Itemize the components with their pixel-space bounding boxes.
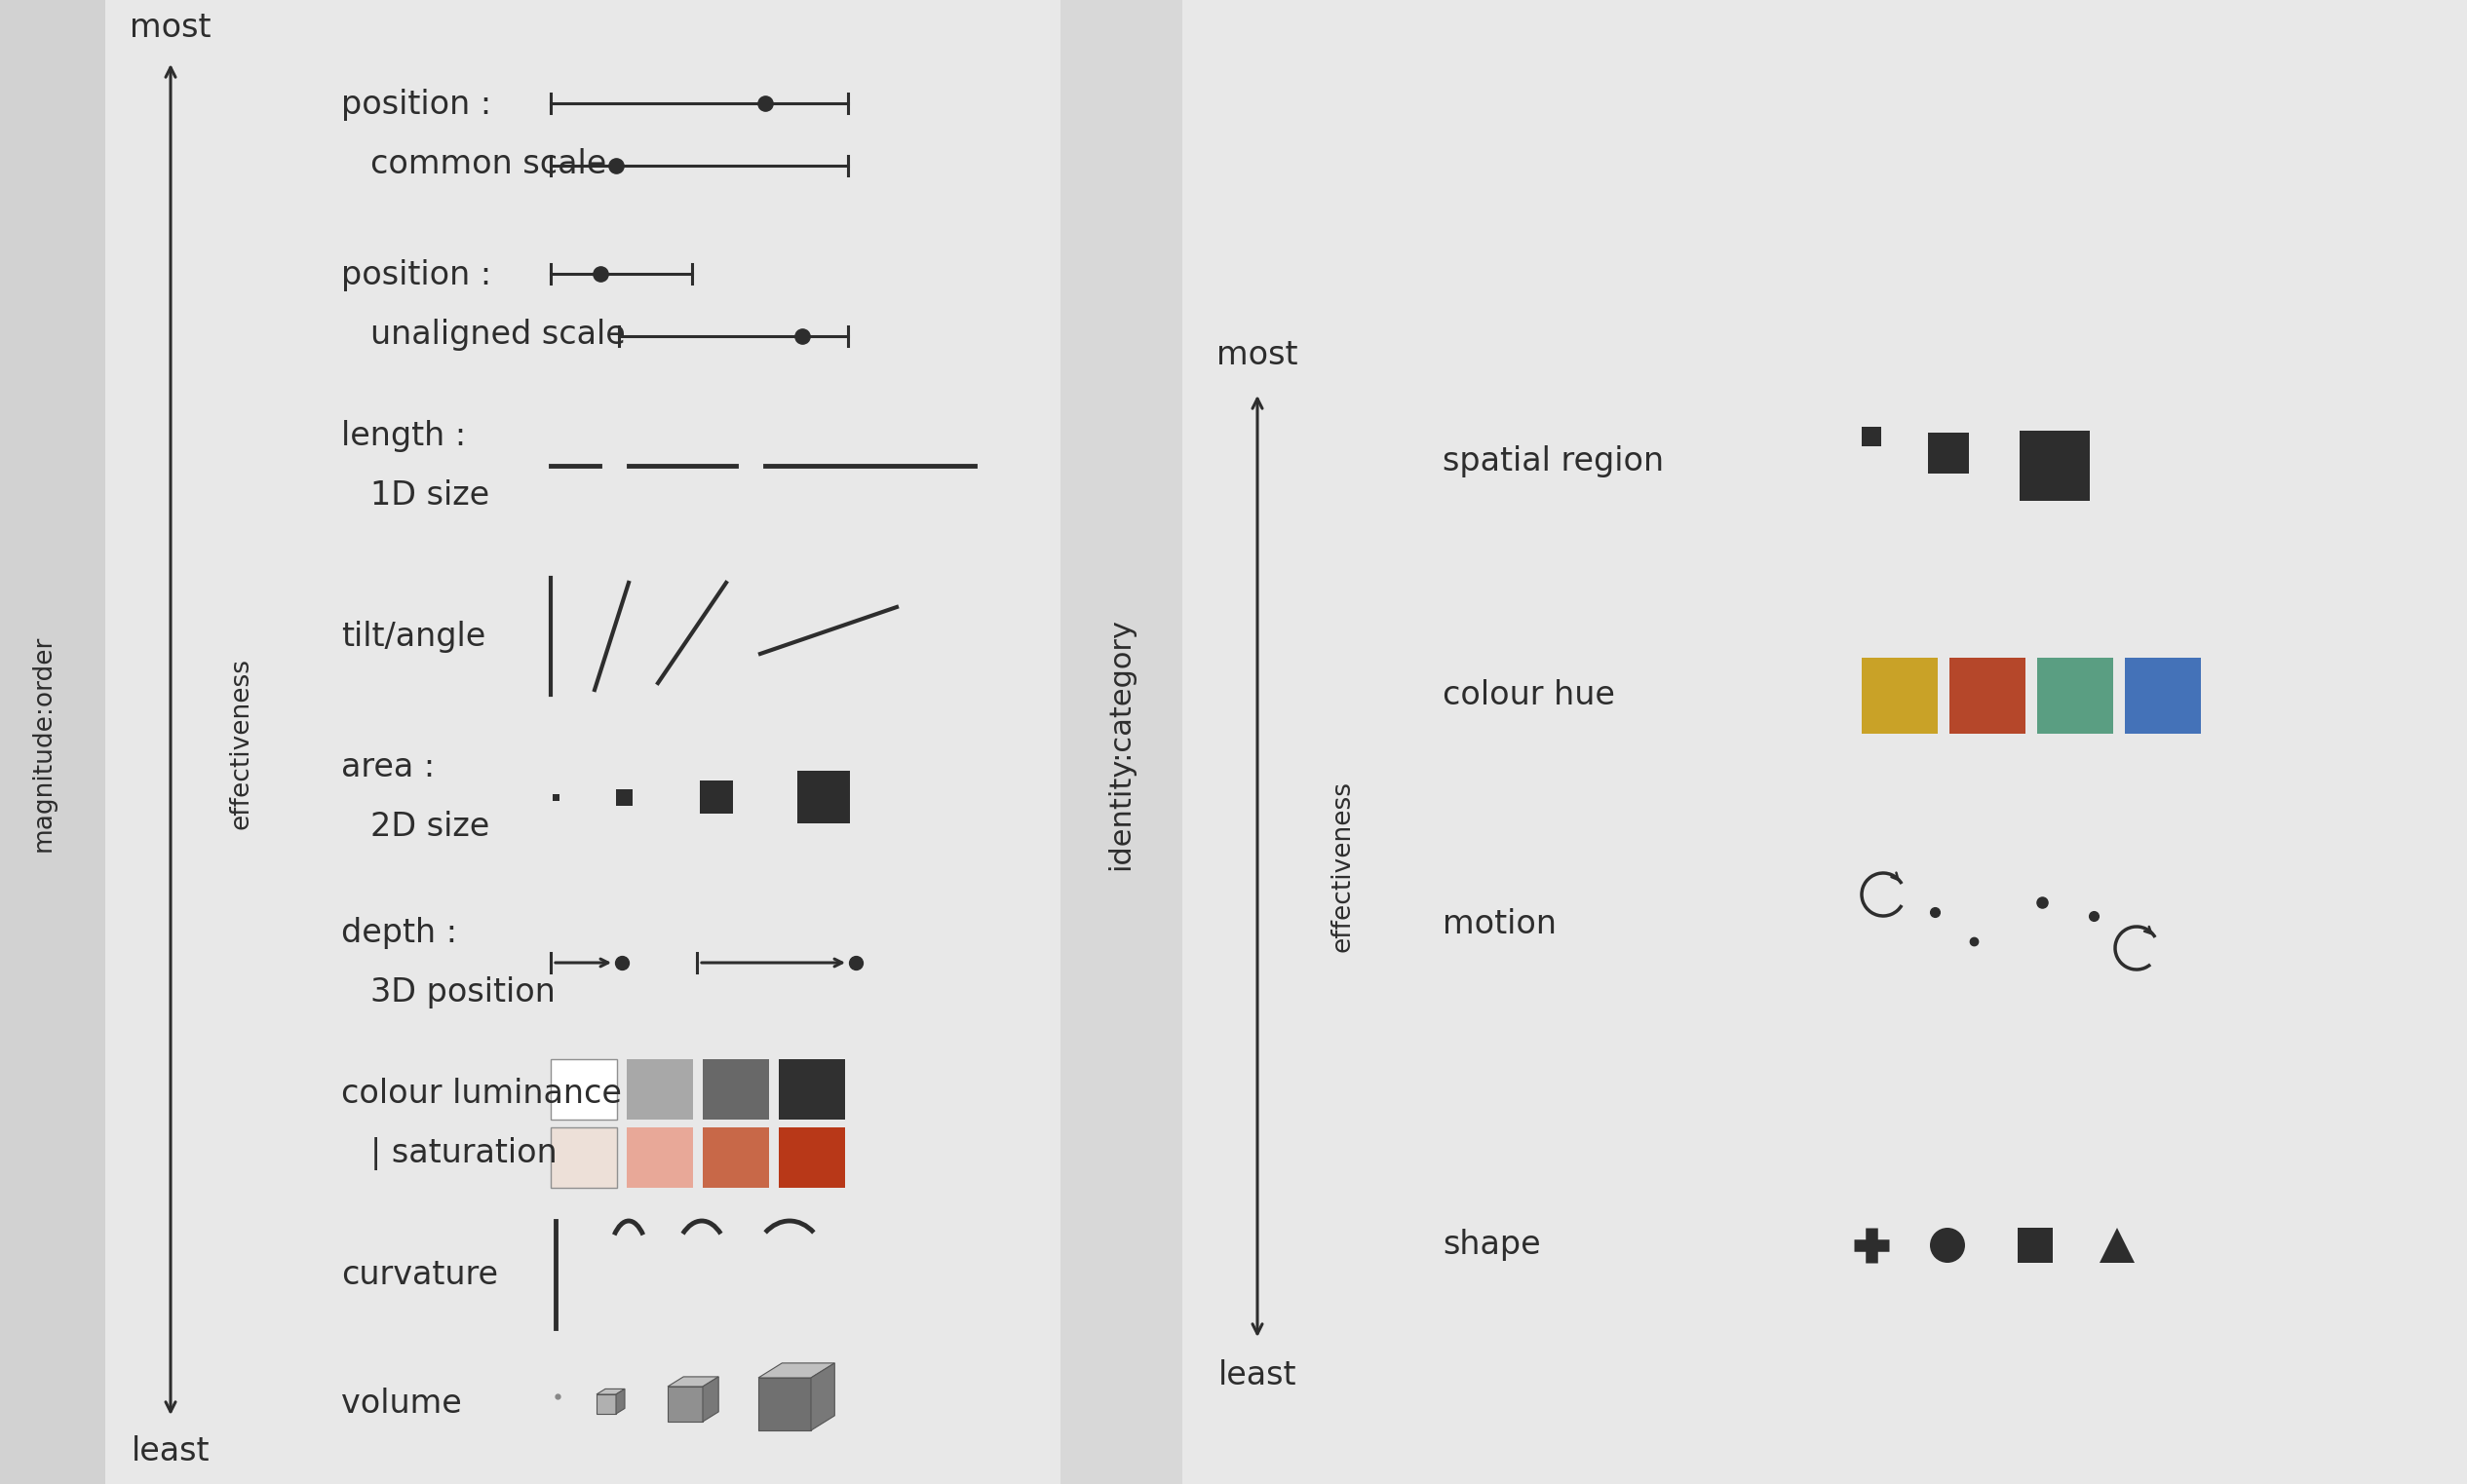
- Bar: [550, 1060, 617, 1119]
- Text: area :: area :: [340, 751, 434, 784]
- Bar: [617, 789, 632, 806]
- Text: least: least: [131, 1435, 210, 1468]
- Text: | saturation: | saturation: [370, 1137, 558, 1171]
- Text: spatial region: spatial region: [1443, 445, 1663, 476]
- Text: unaligned scale: unaligned scale: [370, 319, 627, 350]
- Text: shape: shape: [1443, 1229, 1542, 1261]
- Bar: [2018, 1227, 2053, 1263]
- Text: colour hue: colour hue: [1443, 678, 1616, 711]
- Circle shape: [1929, 1227, 1966, 1263]
- Bar: [1061, 0, 1182, 1484]
- Polygon shape: [669, 1377, 718, 1386]
- Bar: [2124, 657, 2201, 733]
- Text: curvature: curvature: [340, 1258, 498, 1291]
- Text: magnitude:order: magnitude:order: [32, 635, 57, 852]
- Polygon shape: [703, 1377, 718, 1422]
- Bar: [553, 794, 560, 800]
- Polygon shape: [617, 1389, 624, 1414]
- Bar: [780, 1060, 846, 1119]
- Text: common scale: common scale: [370, 148, 607, 180]
- Bar: [597, 1395, 617, 1414]
- Bar: [1929, 433, 1969, 473]
- Bar: [2038, 657, 2114, 733]
- Text: volume: volume: [340, 1388, 461, 1420]
- Bar: [701, 781, 733, 813]
- Bar: [627, 1128, 693, 1187]
- Bar: [703, 1060, 770, 1119]
- Bar: [703, 1128, 770, 1187]
- Text: depth :: depth :: [340, 917, 456, 950]
- Bar: [669, 1386, 703, 1422]
- Text: 3D position: 3D position: [370, 976, 555, 1009]
- Text: length :: length :: [340, 420, 466, 453]
- Text: tilt/angle: tilt/angle: [340, 620, 486, 653]
- Text: identity:category: identity:category: [1108, 617, 1135, 870]
- Text: most: most: [131, 12, 212, 45]
- Text: 1D size: 1D size: [370, 479, 488, 512]
- Text: position :: position :: [340, 260, 491, 291]
- Polygon shape: [812, 1364, 834, 1431]
- Polygon shape: [597, 1389, 624, 1395]
- Bar: [0, 0, 106, 1484]
- Text: effectiveness: effectiveness: [1330, 781, 1357, 951]
- Bar: [797, 770, 851, 824]
- Bar: [2020, 430, 2090, 500]
- Text: least: least: [1219, 1359, 1298, 1392]
- Bar: [627, 1060, 693, 1119]
- Bar: [1863, 657, 1937, 733]
- Bar: [1863, 427, 1882, 447]
- Bar: [1949, 657, 2025, 733]
- Bar: [550, 1128, 617, 1187]
- Text: 2D size: 2D size: [370, 810, 488, 843]
- Text: effectiveness: effectiveness: [229, 657, 254, 830]
- Bar: [757, 1377, 812, 1431]
- Text: colour luminance: colour luminance: [340, 1077, 622, 1110]
- Bar: [780, 1128, 846, 1187]
- Text: motion: motion: [1443, 908, 1557, 939]
- Text: most: most: [1216, 338, 1298, 371]
- Polygon shape: [2099, 1227, 2134, 1263]
- Polygon shape: [757, 1364, 834, 1377]
- Text: position :: position :: [340, 89, 491, 120]
